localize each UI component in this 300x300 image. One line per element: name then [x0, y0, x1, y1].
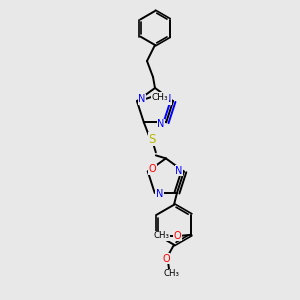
Text: CH₃: CH₃ — [164, 269, 180, 278]
Text: CH₃: CH₃ — [153, 231, 169, 240]
Text: CH₃: CH₃ — [152, 93, 168, 102]
Text: S: S — [148, 133, 155, 146]
Text: N: N — [156, 189, 164, 199]
Text: N: N — [175, 166, 183, 176]
Text: O: O — [149, 164, 157, 175]
Text: N: N — [164, 94, 172, 104]
Text: O: O — [173, 231, 181, 241]
Text: N: N — [158, 119, 165, 129]
Text: N: N — [138, 94, 146, 104]
Text: O: O — [162, 254, 170, 264]
